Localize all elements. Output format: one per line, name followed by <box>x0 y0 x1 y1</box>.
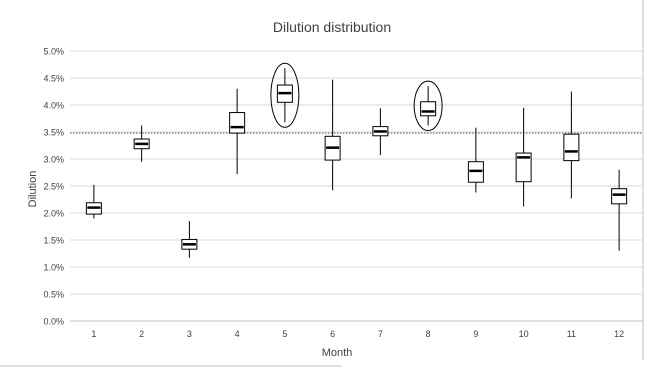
y-tick-label: 3.0% <box>43 155 64 165</box>
x-tick-label: 3 <box>187 329 192 339</box>
box <box>229 112 246 134</box>
y-tick-label: 3.5% <box>43 128 64 138</box>
y-tick-label: 1.5% <box>43 236 64 246</box>
box <box>563 133 580 162</box>
box <box>420 101 437 117</box>
x-tick-labels: 1 2 3 4 5 6 7 8 9 10 11 12 <box>91 329 624 339</box>
x-axis-label: Month <box>322 347 353 359</box>
box-layer <box>85 62 628 258</box>
y-axis-label: Dilution <box>27 171 39 208</box>
y-tick-label: 4.5% <box>43 74 64 84</box>
x-tick-label: 10 <box>519 329 529 339</box>
box <box>515 152 532 183</box>
highlight-ellipse <box>270 62 300 128</box>
x-tick-label: 12 <box>614 329 624 339</box>
highlight-ellipse <box>413 80 443 132</box>
x-tick-label: 4 <box>235 329 240 339</box>
x-tick-label: 8 <box>426 329 431 339</box>
x-tick-label: 5 <box>282 329 287 339</box>
x-tick-label: 11 <box>567 329 576 339</box>
y-tick-label: 2.5% <box>43 182 64 192</box>
y-tick-label: 0.5% <box>43 290 64 300</box>
box <box>611 188 628 205</box>
y-tick-label: 2.0% <box>43 209 64 219</box>
x-tick-label: 1 <box>91 329 96 339</box>
grid-layer <box>70 50 643 322</box>
y-tick-label: 5.0% <box>43 47 64 57</box>
y-tick-label: 0.0% <box>43 317 64 327</box>
x-tick-label: 6 <box>330 329 335 339</box>
x-tick-label: 7 <box>378 329 383 339</box>
y-tick-label: 4.0% <box>43 101 64 111</box>
x-tick-label: 9 <box>473 329 478 339</box>
y-tick-label: 1.0% <box>43 263 64 273</box>
chart-title: Dilution distribution <box>273 19 391 35</box>
y-tick-labels: 0.0% 0.5% 1.0% 1.5% 2.0% 2.5% 3.0% 3.5% 4.0% 4.5%… <box>43 47 64 327</box>
x-tick-label: 2 <box>139 329 144 339</box>
